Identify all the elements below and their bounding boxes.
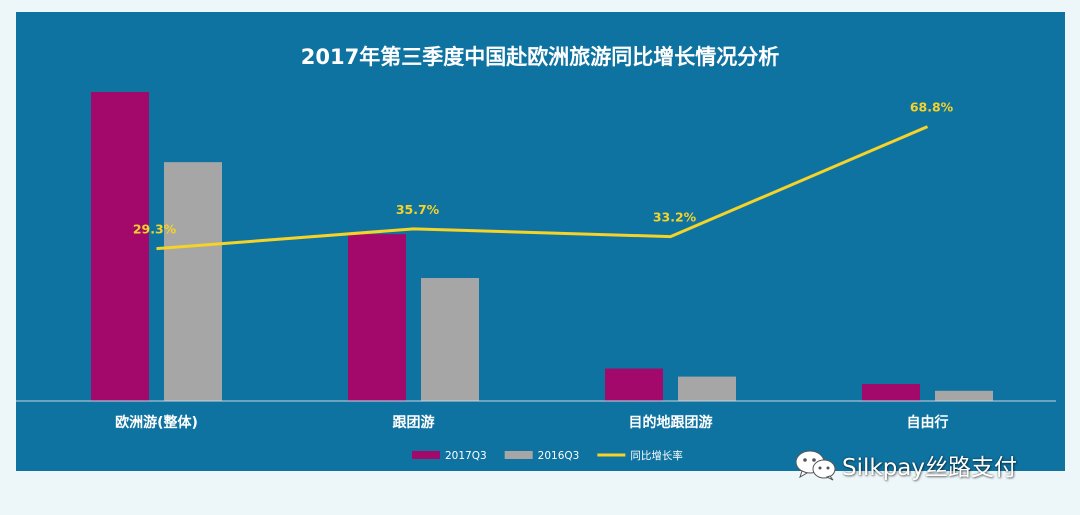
bar-2016Q3-0 <box>164 162 222 401</box>
watermark-text: Silkpay丝路支付 <box>842 455 1018 481</box>
watermark: Silkpay丝路支付 <box>794 449 1017 481</box>
category-label: 目的地跟团游 <box>629 414 713 431</box>
category-labels: 欧洲游(整体) 跟团游 目的地跟团游 自由行 <box>115 414 948 431</box>
legend-label: 同比增长率 <box>630 449 683 462</box>
legend-swatch-2017Q3 <box>412 451 440 459</box>
bar-2017Q3-2 <box>605 368 663 401</box>
chart-panel: 2017年第三季度中国赴欧洲旅游同比增长情况分析 欧洲游(整体) 跟团游 目的地跟团… <box>16 12 1065 471</box>
legend-swatch-2016Q3 <box>504 451 533 459</box>
bars-group <box>91 92 993 401</box>
growth-rate-label: 68.8% <box>910 100 954 115</box>
growth-rate-label: 35.7% <box>396 202 440 217</box>
bar-2016Q3-1 <box>421 278 479 401</box>
growth-rate-label: 29.3% <box>133 222 177 237</box>
chart-title: 2017年第三季度中国赴欧洲旅游同比增长情况分析 <box>301 45 779 69</box>
bar-2017Q3-3 <box>862 384 920 401</box>
chart-svg: 2017年第三季度中国赴欧洲旅游同比增长情况分析 欧洲游(整体) 跟团游 目的地跟团… <box>16 45 1056 462</box>
bar-2016Q3-2 <box>678 376 736 401</box>
legend-label: 2016Q3 <box>538 450 580 462</box>
wechat-icon <box>795 450 836 481</box>
category-label: 欧洲游(整体) <box>115 414 198 431</box>
category-label: 跟团游 <box>393 414 435 431</box>
rate-line-group: 29.3% 35.7% 33.2% 68.8% <box>133 100 954 251</box>
bar-2017Q3-0 <box>91 92 149 401</box>
growth-rate-line <box>156 125 929 251</box>
bar-2016Q3-3 <box>935 390 993 401</box>
category-label: 自由行 <box>907 414 949 431</box>
growth-rate-label: 33.2% <box>653 210 697 225</box>
bar-2017Q3-1 <box>348 234 406 401</box>
legend-label: 2017Q3 <box>445 450 487 462</box>
legend: 2017Q3 2016Q3 同比增长率 <box>412 449 683 462</box>
